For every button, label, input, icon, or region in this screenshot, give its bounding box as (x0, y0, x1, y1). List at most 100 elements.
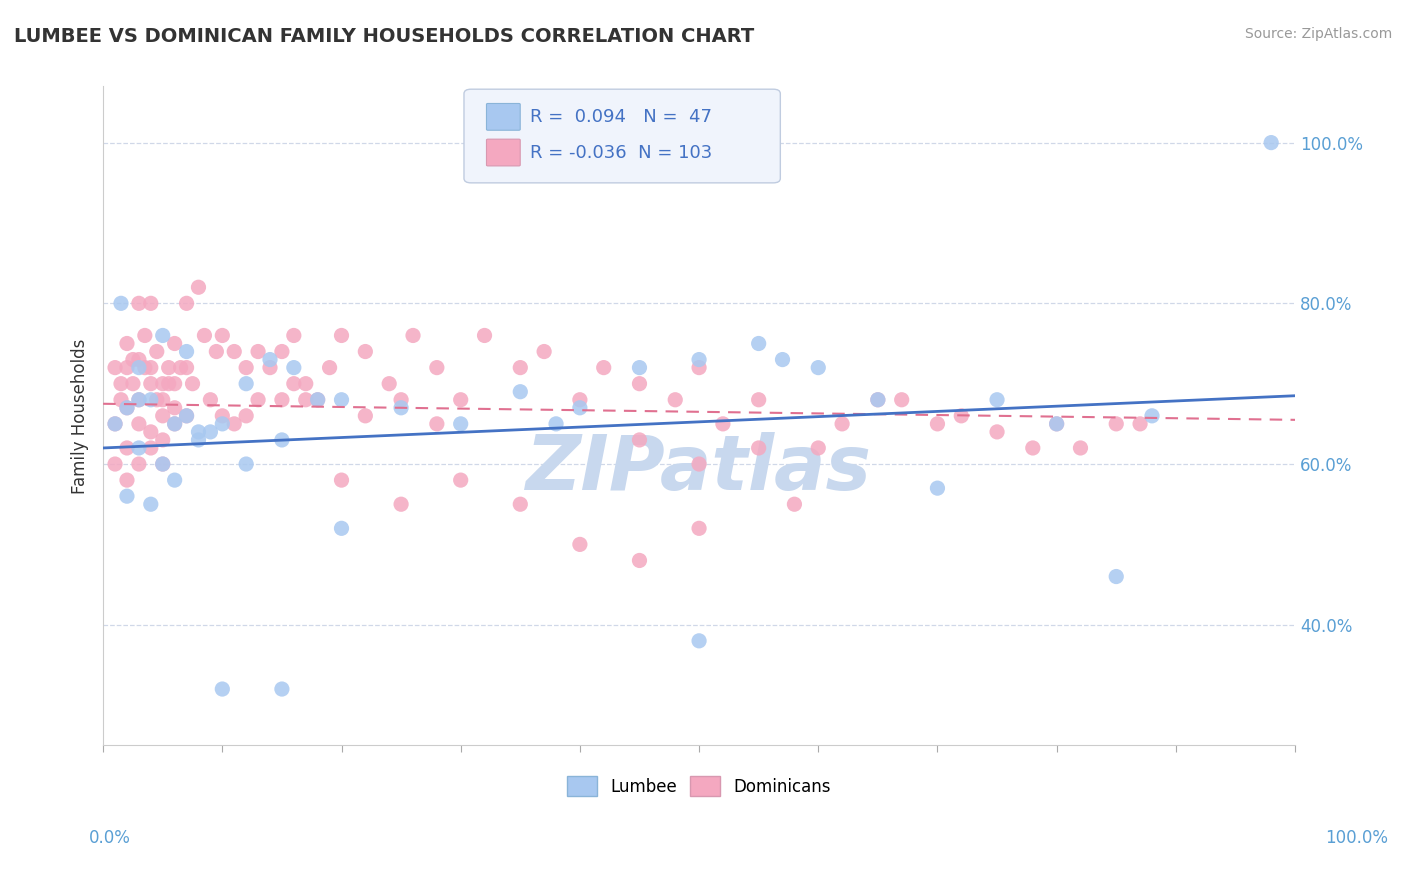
Point (134, 360, 156, 375)
Point (200, 425, 222, 439)
Point (330, 473, 353, 487)
Point (163, 336, 186, 351)
Point (104, 417, 127, 431)
Point (307, 392, 329, 407)
Point (426, 360, 449, 375)
Point (688, 360, 710, 375)
Point (187, 280, 209, 294)
Point (224, 344, 246, 359)
Text: LUMBEE VS DOMINICAN FAMILY HOUSEHOLDS CORRELATION CHART: LUMBEE VS DOMINICAN FAMILY HOUSEHOLDS CO… (14, 27, 754, 45)
Point (711, 417, 734, 431)
Point (163, 417, 186, 431)
Point (128, 457, 150, 471)
Point (211, 409, 233, 423)
Point (748, 392, 770, 407)
Point (115, 441, 138, 455)
Text: ZIPatlas: ZIPatlas (526, 432, 872, 506)
Point (271, 392, 294, 407)
Point (187, 425, 209, 439)
Point (330, 328, 353, 343)
Point (259, 352, 281, 367)
Point (157, 360, 180, 375)
Point (181, 376, 204, 391)
Point (211, 417, 233, 431)
Point (592, 360, 614, 375)
Point (890, 392, 912, 407)
Point (389, 401, 412, 415)
Point (176, 296, 198, 310)
Point (628, 553, 651, 567)
Point (568, 401, 591, 415)
Point (450, 392, 472, 407)
Point (110, 392, 132, 407)
Point (152, 376, 174, 391)
Point (128, 360, 150, 375)
Point (783, 497, 806, 511)
Point (193, 328, 215, 343)
Point (115, 473, 138, 487)
Point (152, 409, 174, 423)
Point (927, 481, 949, 495)
Point (152, 433, 174, 447)
Point (152, 392, 174, 407)
Point (1069, 441, 1091, 455)
Point (163, 473, 186, 487)
Point (307, 392, 329, 407)
Point (110, 296, 132, 310)
Point (176, 409, 198, 423)
Point (115, 401, 138, 415)
Point (450, 417, 472, 431)
Point (533, 344, 555, 359)
Point (950, 409, 973, 423)
Point (389, 392, 412, 407)
Point (271, 344, 294, 359)
Text: 100.0%: 100.0% (1326, 829, 1388, 847)
Point (1260, 136, 1282, 150)
Point (259, 360, 281, 375)
Point (128, 392, 150, 407)
Point (568, 537, 591, 551)
Point (139, 376, 162, 391)
Legend: Lumbee, Dominicans: Lumbee, Dominicans (560, 769, 838, 803)
Point (145, 392, 167, 407)
Point (115, 489, 138, 503)
Point (807, 360, 830, 375)
Point (139, 441, 162, 455)
Point (1105, 569, 1128, 583)
Point (235, 409, 257, 423)
Point (628, 433, 651, 447)
Point (389, 497, 412, 511)
Point (104, 457, 127, 471)
Point (628, 376, 651, 391)
Point (866, 392, 889, 407)
Point (283, 328, 305, 343)
Point (115, 360, 138, 375)
Point (402, 328, 425, 343)
Point (544, 417, 567, 431)
Point (247, 392, 270, 407)
Point (176, 360, 198, 375)
Y-axis label: Family Households: Family Households (72, 338, 89, 493)
Point (157, 376, 180, 391)
Point (271, 433, 294, 447)
Point (927, 417, 949, 431)
Point (187, 433, 209, 447)
Point (378, 376, 401, 391)
Point (330, 392, 353, 407)
Point (139, 497, 162, 511)
Point (271, 681, 294, 696)
Point (1046, 417, 1069, 431)
Point (128, 392, 150, 407)
Text: R =  0.094   N =  47: R = 0.094 N = 47 (530, 108, 711, 126)
Point (509, 384, 531, 399)
Point (211, 328, 233, 343)
Point (426, 417, 449, 431)
Point (139, 392, 162, 407)
Point (748, 336, 770, 351)
Point (688, 352, 710, 367)
Point (318, 360, 340, 375)
Point (474, 328, 496, 343)
Point (139, 360, 162, 375)
Point (122, 376, 145, 391)
Point (831, 417, 853, 431)
